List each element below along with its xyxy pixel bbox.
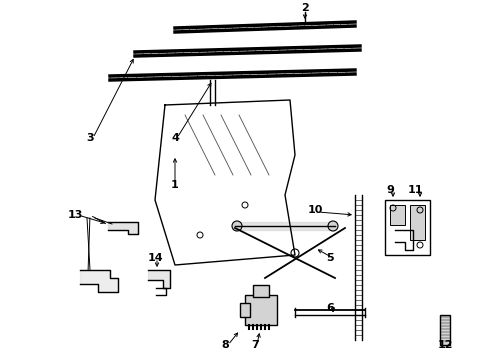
Text: 1: 1 bbox=[171, 180, 179, 190]
Text: 5: 5 bbox=[326, 253, 334, 263]
Circle shape bbox=[232, 221, 242, 231]
Text: 8: 8 bbox=[221, 340, 229, 350]
Text: 4: 4 bbox=[171, 133, 179, 143]
Bar bbox=[245, 295, 277, 325]
Text: 11: 11 bbox=[407, 185, 423, 195]
Text: 13: 13 bbox=[67, 210, 83, 220]
Bar bbox=[240, 303, 250, 317]
Text: 6: 6 bbox=[326, 303, 334, 313]
Bar bbox=[253, 285, 269, 297]
Bar bbox=[385, 200, 430, 255]
Polygon shape bbox=[108, 222, 138, 234]
Text: 12: 12 bbox=[437, 340, 453, 350]
Polygon shape bbox=[148, 270, 170, 288]
Polygon shape bbox=[80, 270, 118, 292]
Text: 14: 14 bbox=[147, 253, 163, 263]
Bar bbox=[410, 205, 425, 240]
Circle shape bbox=[291, 249, 299, 257]
Bar bbox=[390, 205, 405, 225]
Circle shape bbox=[328, 221, 338, 231]
Text: 3: 3 bbox=[86, 133, 94, 143]
Bar bbox=[440, 315, 450, 345]
Text: 9: 9 bbox=[386, 185, 394, 195]
Text: 2: 2 bbox=[301, 3, 309, 13]
Text: 7: 7 bbox=[251, 340, 259, 350]
Text: 10: 10 bbox=[307, 205, 323, 215]
